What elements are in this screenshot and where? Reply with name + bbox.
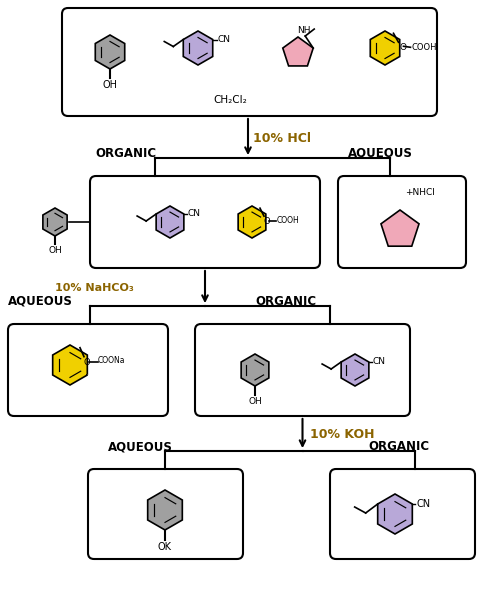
Polygon shape xyxy=(381,210,419,246)
Text: COOH: COOH xyxy=(411,43,437,52)
Polygon shape xyxy=(370,31,400,65)
Polygon shape xyxy=(148,490,182,530)
Text: CN: CN xyxy=(188,209,201,218)
Polygon shape xyxy=(341,354,369,386)
Polygon shape xyxy=(241,354,269,386)
FancyBboxPatch shape xyxy=(90,176,320,268)
FancyBboxPatch shape xyxy=(330,469,475,559)
FancyBboxPatch shape xyxy=(338,176,466,268)
FancyBboxPatch shape xyxy=(195,324,410,416)
Text: ORGANIC: ORGANIC xyxy=(95,147,156,160)
Text: 10% HCl: 10% HCl xyxy=(253,131,311,145)
Text: ORGANIC: ORGANIC xyxy=(368,440,429,453)
Text: +NHCl: +NHCl xyxy=(405,188,435,197)
Polygon shape xyxy=(283,37,313,66)
Polygon shape xyxy=(183,31,213,65)
Polygon shape xyxy=(378,494,412,534)
Text: CN: CN xyxy=(416,499,430,509)
Text: O: O xyxy=(264,217,271,226)
Text: 10% KOH: 10% KOH xyxy=(311,427,375,440)
Text: O: O xyxy=(84,358,91,367)
Text: AQUEOUS: AQUEOUS xyxy=(348,147,413,160)
FancyBboxPatch shape xyxy=(8,324,168,416)
Text: 10% NaHCO₃: 10% NaHCO₃ xyxy=(55,283,134,293)
Text: AQUEOUS: AQUEOUS xyxy=(108,440,173,453)
Text: OH: OH xyxy=(103,80,118,90)
Text: CN: CN xyxy=(373,358,386,367)
Text: AQUEOUS: AQUEOUS xyxy=(8,295,73,308)
Polygon shape xyxy=(238,206,266,238)
Text: ORGANIC: ORGANIC xyxy=(255,295,316,308)
Text: CN: CN xyxy=(218,35,231,44)
Text: COONa: COONa xyxy=(98,356,125,365)
Polygon shape xyxy=(53,345,87,385)
Polygon shape xyxy=(95,35,125,69)
Text: NH: NH xyxy=(298,26,311,35)
FancyBboxPatch shape xyxy=(88,469,243,559)
Polygon shape xyxy=(43,208,67,236)
Text: O: O xyxy=(399,43,407,52)
Polygon shape xyxy=(156,206,184,238)
FancyBboxPatch shape xyxy=(62,8,437,116)
Text: OH: OH xyxy=(48,246,62,255)
Text: OK: OK xyxy=(158,542,172,552)
Text: OH: OH xyxy=(248,397,262,406)
Text: COOH: COOH xyxy=(277,215,300,224)
Text: CH₂Cl₂: CH₂Cl₂ xyxy=(213,95,247,105)
